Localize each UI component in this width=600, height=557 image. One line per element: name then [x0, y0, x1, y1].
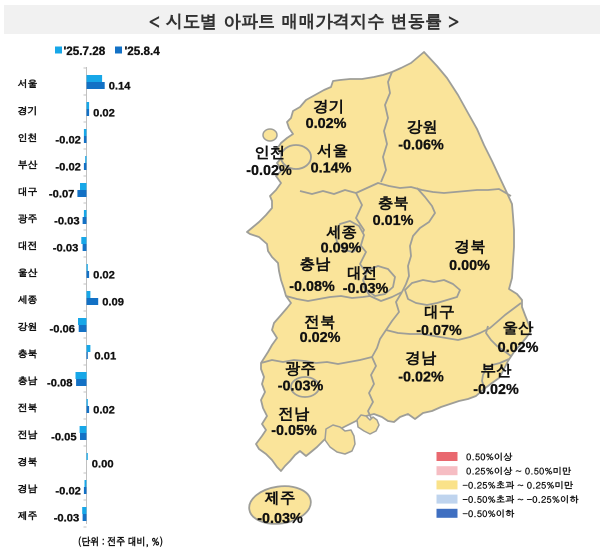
svg-text:0.09: 0.09: [102, 297, 124, 309]
svg-text:-0.03%: -0.03%: [278, 379, 324, 395]
svg-text:0.14%: 0.14%: [311, 160, 352, 176]
svg-text:0.00%: 0.00%: [449, 258, 490, 274]
svg-text:0.14: 0.14: [109, 81, 132, 93]
svg-text:-0.02: -0.02: [55, 135, 81, 147]
svg-text:-0.02%: -0.02%: [473, 382, 519, 398]
svg-text:0.01: 0.01: [94, 351, 116, 363]
svg-text:0.02%: 0.02%: [300, 330, 341, 346]
svg-text:0.02%: 0.02%: [498, 340, 539, 356]
svg-text:-0.06: -0.06: [50, 324, 76, 336]
svg-text:-0.02%: -0.02%: [246, 163, 292, 179]
svg-text:-0.02%: -0.02%: [398, 370, 444, 386]
svg-text:-0.03%: -0.03%: [343, 281, 389, 297]
svg-text:-0.02: -0.02: [55, 162, 81, 174]
svg-text:0.09%: 0.09%: [321, 241, 362, 257]
svg-text:'25.7.28: '25.7.28: [64, 45, 106, 58]
svg-text:-0.08%: -0.08%: [289, 279, 335, 295]
svg-text:-0.05%: -0.05%: [271, 423, 317, 439]
svg-text:-0.08: -0.08: [47, 378, 73, 390]
svg-text:-0.05: -0.05: [51, 432, 77, 444]
svg-text:0.00: 0.00: [92, 459, 114, 471]
svg-text:-0.03: -0.03: [54, 216, 80, 228]
svg-text:-0.07: -0.07: [49, 189, 75, 201]
svg-text:0.01%: 0.01%: [373, 213, 414, 229]
svg-text:0.02%: 0.02%: [306, 116, 347, 132]
svg-text:0.02: 0.02: [93, 108, 115, 120]
svg-text:-0.03: -0.03: [54, 513, 80, 525]
svg-text:-0.02: -0.02: [55, 486, 81, 498]
svg-text:'25.8.4: '25.8.4: [125, 45, 161, 58]
svg-text:-0.03%: -0.03%: [257, 511, 303, 527]
svg-text:-0.03: -0.03: [53, 243, 79, 255]
svg-text:-0.07%: -0.07%: [416, 323, 462, 339]
svg-text:-0.06%: -0.06%: [398, 137, 444, 153]
svg-text:0.02: 0.02: [93, 405, 115, 417]
svg-text:0.02: 0.02: [93, 270, 115, 282]
